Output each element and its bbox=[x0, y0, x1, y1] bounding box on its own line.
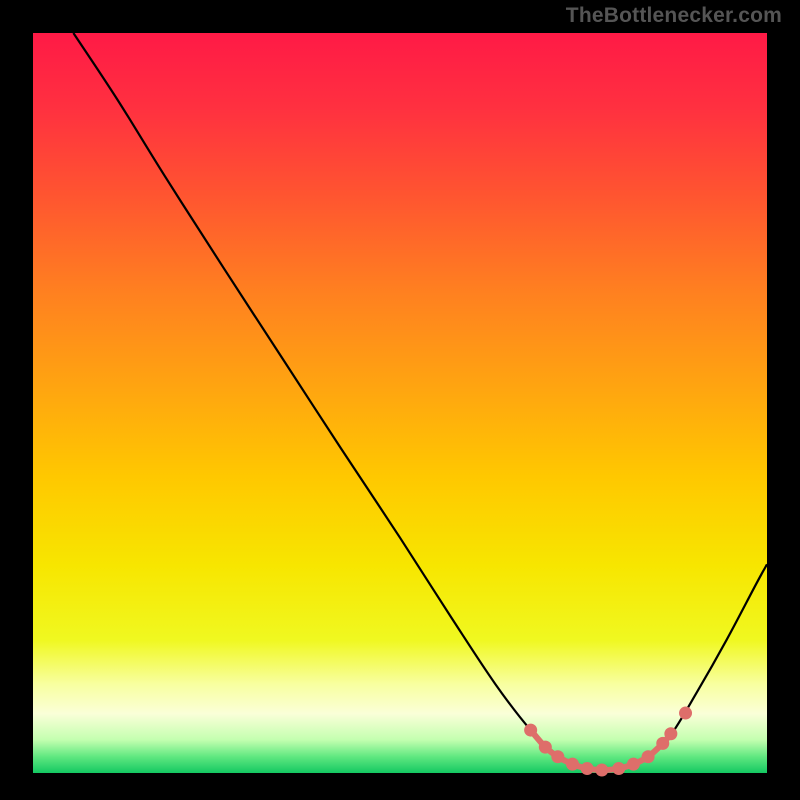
plot-background bbox=[33, 33, 767, 773]
sweet-spot-marker bbox=[539, 741, 552, 754]
watermark-text: TheBottlenecker.com bbox=[566, 4, 782, 28]
sweet-spot-marker bbox=[524, 724, 537, 737]
sweet-spot-marker bbox=[551, 750, 564, 763]
sweet-spot-marker bbox=[566, 758, 579, 771]
sweet-spot-marker bbox=[595, 764, 608, 777]
sweet-spot-marker bbox=[679, 707, 692, 720]
sweet-spot-marker bbox=[627, 758, 640, 771]
sweet-spot-marker bbox=[642, 750, 655, 763]
sweet-spot-marker bbox=[664, 727, 677, 740]
bottleneck-chart bbox=[0, 0, 800, 800]
sweet-spot-marker bbox=[612, 762, 625, 775]
sweet-spot-marker bbox=[581, 762, 594, 775]
